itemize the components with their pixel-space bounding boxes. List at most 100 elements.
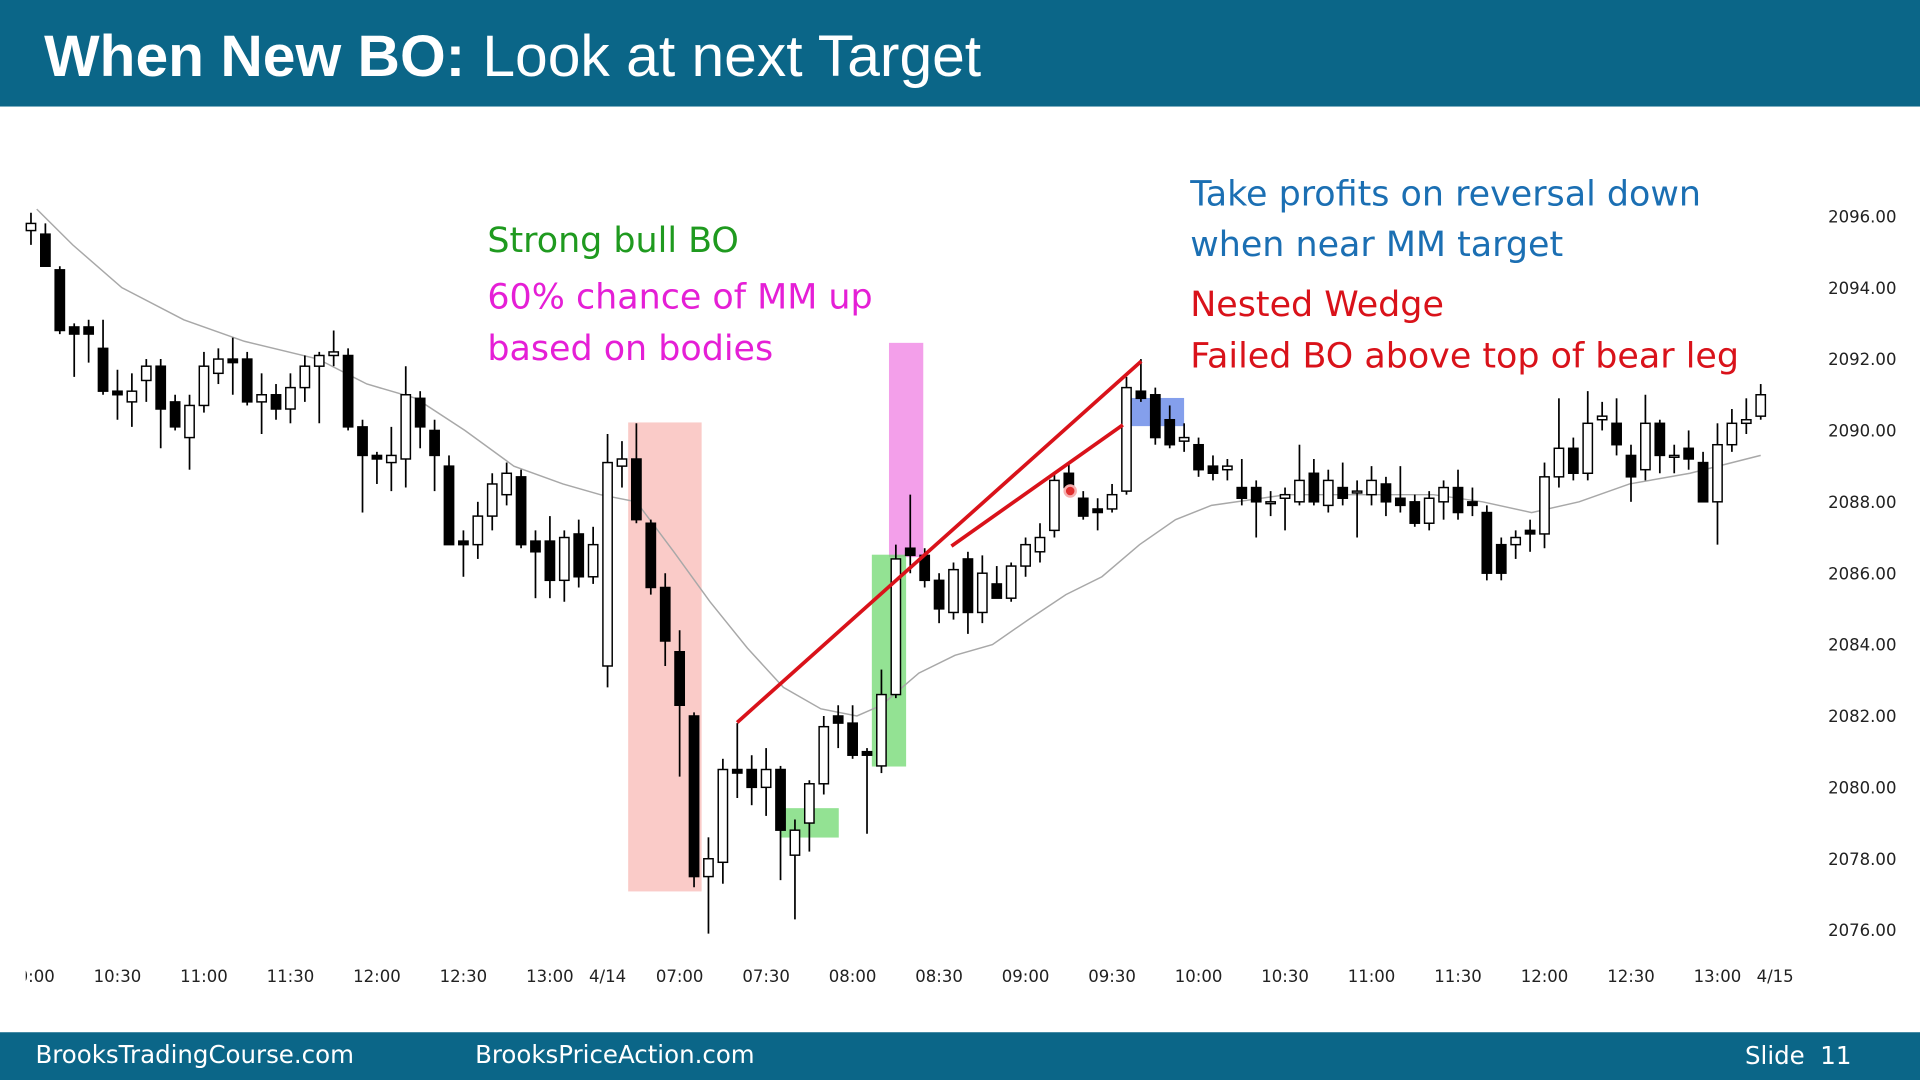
candle-body — [515, 476, 527, 546]
candle-body — [890, 558, 902, 696]
candle-body — [155, 365, 167, 410]
candle-body — [1221, 465, 1233, 471]
y-tick-label: 2088.00 — [1828, 493, 1896, 512]
candle-body — [803, 783, 815, 824]
x-tick-label: 12:30 — [1607, 967, 1655, 986]
candle-body — [1366, 479, 1377, 496]
candle-body — [472, 515, 484, 546]
candle-body — [1697, 461, 1709, 503]
x-tick-label: 08:30 — [915, 967, 963, 986]
candle-body — [68, 326, 80, 335]
candle-body — [1049, 479, 1060, 532]
candle-body — [256, 394, 267, 403]
y-tick-label: 2092.00 — [1828, 350, 1896, 369]
candle-body — [169, 401, 181, 428]
candle-body — [1135, 390, 1147, 400]
annotation-text: when near MM target — [1190, 225, 1563, 265]
candle-body — [1524, 529, 1536, 535]
y-tick-label: 2084.00 — [1828, 636, 1896, 655]
candle-body — [1423, 497, 1435, 524]
y-tick-label: 2096.00 — [1828, 207, 1896, 226]
candle-body — [486, 483, 498, 517]
header-bar — [0, 0, 1920, 107]
x-tick-label: 11:30 — [1434, 967, 1482, 986]
wedge-line — [950, 423, 1124, 548]
candle-body — [1438, 486, 1449, 503]
candle-body — [1467, 501, 1478, 507]
annotation-text: Take profits on reversal down — [1189, 175, 1701, 215]
candle-body — [1740, 418, 1752, 425]
candle-body — [1178, 436, 1190, 442]
candle-body — [1077, 497, 1089, 517]
candle-body — [1351, 490, 1363, 494]
candle-body — [270, 394, 282, 410]
candle-body — [458, 540, 469, 546]
footer-bar — [0, 1032, 1920, 1080]
candle-body — [1625, 454, 1637, 478]
candle-body — [1337, 486, 1349, 499]
candle-body — [1380, 483, 1392, 503]
x-tick-label: 07:30 — [742, 967, 790, 986]
slide-number: Slide 11 — [1745, 1041, 1851, 1070]
y-tick-label: 2080.00 — [1828, 778, 1896, 797]
candle-body — [530, 540, 541, 553]
candle-body — [1149, 394, 1161, 439]
candle-body — [616, 458, 628, 467]
candle-body — [212, 358, 224, 375]
y-tick-label: 2086.00 — [1828, 564, 1896, 583]
candle-body — [1020, 543, 1031, 567]
candle-body — [1265, 501, 1277, 505]
candle-body — [573, 533, 585, 578]
x-tick-label: 13:00 — [526, 967, 574, 986]
annotation-text: Nested Wedge — [1190, 285, 1444, 325]
x-tick-label: 12:00 — [353, 967, 401, 986]
candle-body — [1726, 422, 1738, 446]
x-tick-label: 10:00 — [7, 967, 55, 986]
x-tick-label: 4/15 — [1757, 967, 1794, 986]
candle-body — [328, 351, 340, 357]
candle-body — [1611, 422, 1622, 446]
candle-body — [1553, 447, 1565, 478]
candle-body — [1495, 543, 1507, 574]
candle-body — [1092, 508, 1104, 514]
candle-body — [25, 222, 37, 232]
y-tick-label: 2078.00 — [1828, 850, 1896, 869]
candle-body — [227, 358, 239, 364]
candle-body — [1755, 394, 1767, 417]
candle-body — [789, 829, 801, 856]
candle-body — [1539, 476, 1550, 535]
marker-dot — [1063, 484, 1077, 498]
y-tick-label: 2090.00 — [1828, 422, 1896, 441]
x-tick-label: 13:00 — [1694, 967, 1742, 986]
x-tick-label: 12:00 — [1521, 967, 1569, 986]
moving-average — [36, 208, 1761, 717]
candle-body — [40, 233, 51, 267]
x-tick-label: 4/14 — [589, 967, 626, 986]
candle-body — [876, 693, 887, 767]
candle-body — [241, 358, 253, 403]
candle-body — [1106, 493, 1118, 510]
candle-body — [991, 583, 1003, 599]
candle-body — [1452, 486, 1464, 514]
candle-body — [1510, 536, 1522, 546]
plot — [25, 208, 1767, 934]
x-tick-label: 10:00 — [1175, 967, 1223, 986]
x-tick-label: 07:00 — [656, 967, 704, 986]
x-tick-label: 08:00 — [829, 967, 877, 986]
x-tick-label: 12:30 — [440, 967, 488, 986]
annotation-text: 60% chance of MM up — [487, 278, 872, 318]
candle-body — [1207, 465, 1219, 475]
candle-body — [83, 326, 95, 335]
candle-body — [385, 454, 397, 464]
x-tick-label: 10:30 — [1261, 967, 1309, 986]
candle-body — [357, 426, 368, 457]
candle-body — [112, 390, 123, 396]
footer-middle: BrooksPriceAction.com — [475, 1040, 755, 1069]
candle-body — [1640, 422, 1651, 471]
candle-body — [861, 750, 873, 756]
candle-body — [976, 572, 988, 614]
candle-body — [1121, 386, 1132, 492]
candle-body — [746, 768, 758, 789]
